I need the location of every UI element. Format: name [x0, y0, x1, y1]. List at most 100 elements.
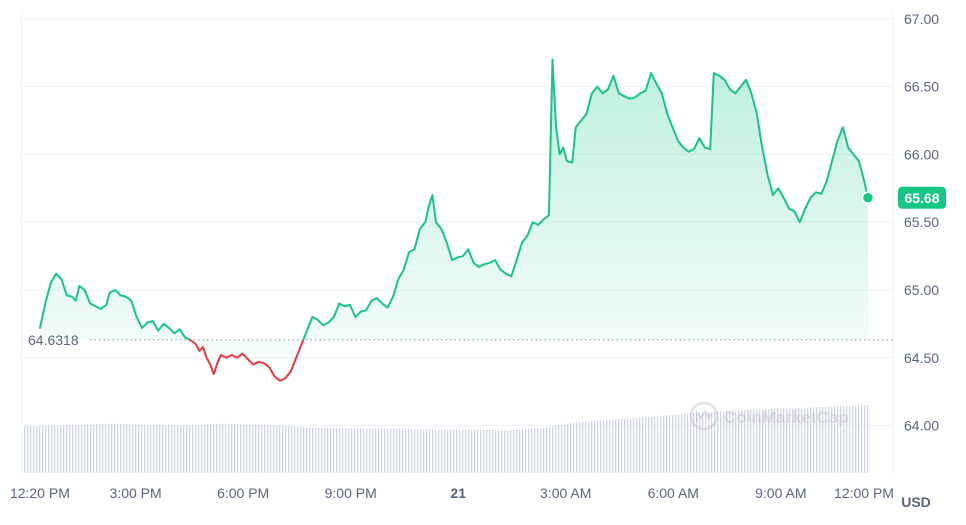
volume-bar — [444, 429, 446, 473]
volume-bar — [417, 429, 419, 473]
volume-bar — [153, 424, 155, 473]
volume-bar — [633, 418, 635, 473]
volume-bar — [666, 415, 668, 473]
volume-bar — [627, 418, 629, 473]
volume-bar — [603, 420, 605, 473]
volume-bar — [723, 410, 725, 473]
volume-bar — [342, 428, 344, 473]
volume-bar — [519, 429, 521, 473]
volume-bar — [798, 408, 800, 473]
volume-bar — [771, 408, 773, 473]
volume-bar — [384, 428, 386, 473]
volume-bar — [663, 415, 665, 473]
volume-bar — [255, 424, 257, 473]
volume-bar — [84, 424, 86, 473]
volume-bar — [594, 420, 596, 473]
volume-bar — [636, 417, 638, 473]
volume-bar — [39, 426, 41, 473]
volume-bar — [219, 423, 221, 473]
volume-bar — [69, 424, 71, 473]
volume-bar — [696, 412, 698, 473]
volume-bar — [732, 410, 734, 473]
volume-bar — [57, 425, 59, 473]
volume-bar — [354, 428, 356, 473]
y-tick-label: 67.00 — [904, 11, 939, 27]
y-tick-label: 65.00 — [904, 282, 939, 298]
volume-bar — [810, 407, 812, 473]
x-tick-label: 6:00 AM — [648, 485, 699, 501]
volume-bar — [276, 425, 278, 473]
last-price-dot[interactable] — [861, 191, 875, 205]
y-tick-label: 66.50 — [904, 79, 939, 95]
price-lines[interactable]: 65.68 — [38, 58, 946, 382]
volume-bar — [669, 415, 671, 473]
volume-bar — [672, 414, 674, 473]
x-tick-label: 9:00 AM — [755, 485, 806, 501]
y-tick-label: 65.50 — [904, 214, 939, 230]
volume-bar — [480, 429, 482, 473]
volume-bar — [249, 424, 251, 473]
volume-bar — [483, 429, 485, 473]
volume-bar — [774, 408, 776, 473]
price-area-fill — [39, 59, 868, 381]
last-price-label: 65.68 — [904, 190, 939, 206]
volume-bar — [468, 429, 470, 473]
volume-bar — [861, 405, 863, 473]
volume-bar — [720, 411, 722, 473]
watermark-text: CoinMarketCap — [724, 408, 849, 427]
volume-bar — [192, 424, 194, 473]
y-tick-label: 64.50 — [904, 350, 939, 366]
volume-bar — [747, 409, 749, 473]
volume-bar — [582, 421, 584, 473]
volume-bar — [111, 423, 113, 473]
volume-bar — [141, 424, 143, 473]
volume-bar — [708, 411, 710, 473]
volume-bar — [435, 429, 437, 473]
volume-bar — [261, 424, 263, 473]
volume-bar — [507, 430, 509, 473]
price-line-up — [302, 58, 869, 341]
volume-bar — [411, 429, 413, 473]
volume-bar — [789, 408, 791, 473]
volume-bar — [450, 429, 452, 473]
volume-bar — [402, 428, 404, 473]
volume-bar — [93, 424, 95, 473]
volume-bar — [570, 423, 572, 473]
volume-bar — [711, 411, 713, 473]
volume-bar — [117, 423, 119, 473]
volume-bar — [420, 429, 422, 473]
volume-bar — [591, 421, 593, 473]
volume-bar — [72, 424, 74, 473]
volume-bar — [78, 424, 80, 473]
volume-bar — [345, 428, 347, 473]
volume-bar — [783, 408, 785, 473]
volume-bar — [615, 419, 617, 473]
volume-bar — [222, 423, 224, 473]
volume-bar — [621, 418, 623, 473]
volume-bar — [303, 426, 305, 473]
volume-bar — [831, 406, 833, 473]
volume-bar — [102, 423, 104, 473]
volume-bar — [537, 428, 539, 473]
x-tick-label: 12:00 PM — [834, 485, 894, 501]
volume-bar — [195, 424, 197, 473]
volume-bar — [462, 429, 464, 473]
volume-bar — [189, 425, 191, 473]
volume-bar — [51, 425, 53, 473]
volume-bar — [132, 424, 134, 473]
volume-bar — [489, 430, 491, 473]
volume-bar — [825, 406, 827, 473]
volume-bar — [657, 416, 659, 473]
volume-bar — [474, 429, 476, 473]
volume-bar — [756, 409, 758, 473]
volume-bar — [786, 408, 788, 473]
volume-bar — [456, 429, 458, 473]
volume-bar — [549, 426, 551, 473]
volume-bar — [150, 424, 152, 473]
volume-bar — [36, 426, 38, 473]
volume-bar — [654, 416, 656, 473]
volume-bar — [285, 425, 287, 473]
volume-bar — [198, 424, 200, 473]
